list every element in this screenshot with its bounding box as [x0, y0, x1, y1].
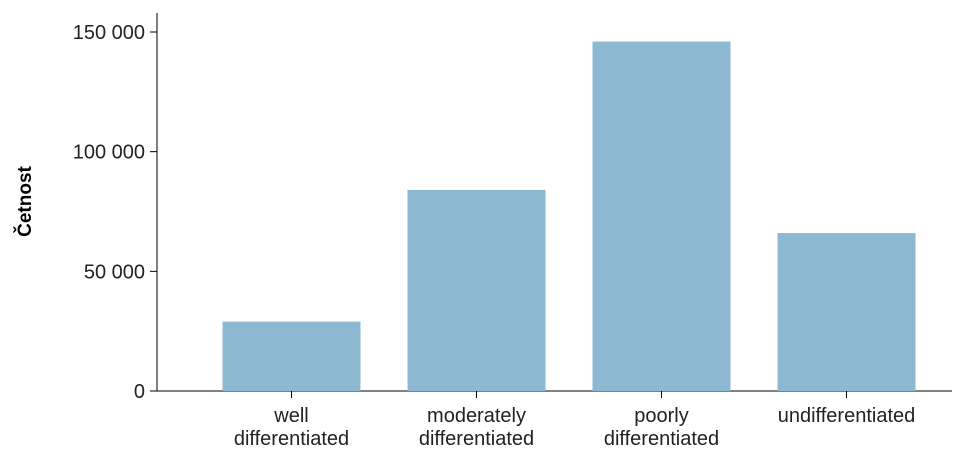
bars	[222, 41, 916, 391]
y-axis-title: Četnost	[14, 165, 36, 236]
bar	[777, 233, 916, 391]
x-tick-label-line: well	[273, 405, 308, 427]
x-tick-label-line: moderately	[427, 405, 526, 427]
y-ticks: 0 50 000 100 000 150 000	[73, 22, 157, 403]
y-tick-label: 50 000	[84, 261, 145, 283]
bar	[407, 189, 546, 391]
x-tick-label-line: differentiated	[234, 428, 349, 450]
y-tick-label: 100 000	[73, 142, 145, 164]
x-tick-label-line: differentiated	[604, 428, 719, 450]
x-tick-label: undifferentiated	[778, 405, 916, 427]
x-tick-label: poorly differentiated	[604, 405, 719, 450]
y-tick-label: 0	[134, 381, 145, 403]
x-tick-label-line: poorly	[634, 405, 688, 427]
x-tick-label: well differentiated	[234, 405, 349, 450]
x-tick-label-line: undifferentiated	[778, 405, 916, 427]
bar	[222, 321, 361, 391]
x-tick-label-line: differentiated	[419, 428, 534, 450]
y-tick-label: 150 000	[73, 22, 145, 44]
bar	[592, 41, 731, 391]
x-tick-label: moderately differentiated	[419, 405, 534, 450]
